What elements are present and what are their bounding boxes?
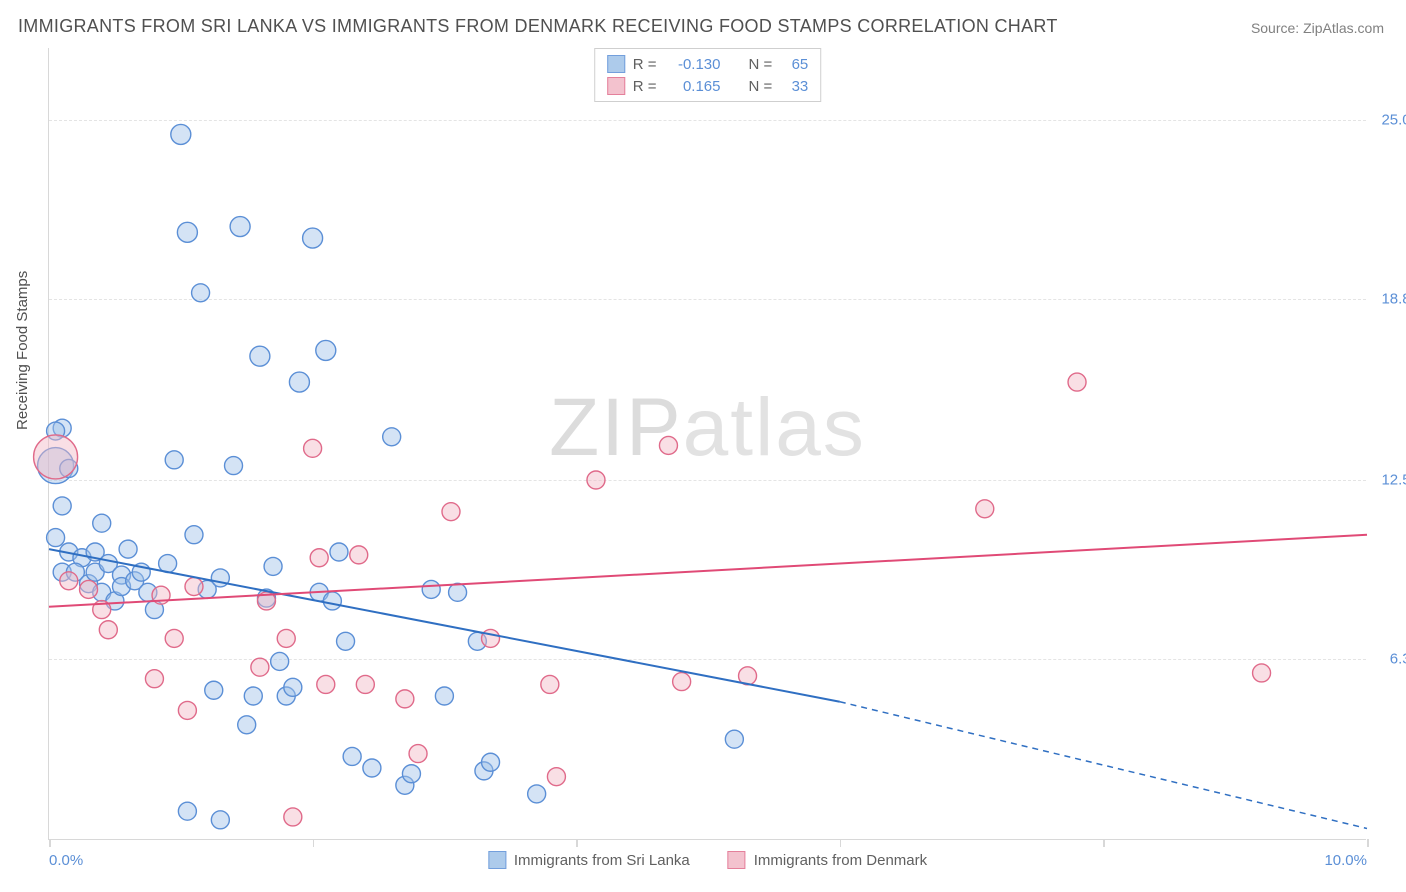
data-point bbox=[145, 670, 163, 688]
data-point bbox=[264, 557, 282, 575]
data-point bbox=[60, 572, 78, 590]
r-label: R = bbox=[633, 56, 657, 73]
legend-item-sri-lanka: Immigrants from Sri Lanka bbox=[488, 851, 690, 869]
y-axis-label: Receiving Food Stamps bbox=[14, 271, 31, 430]
data-point bbox=[337, 632, 355, 650]
data-point bbox=[119, 540, 137, 558]
data-point bbox=[244, 687, 262, 705]
data-point bbox=[211, 811, 229, 829]
data-point bbox=[251, 658, 269, 676]
scatter-plot-svg bbox=[49, 48, 1366, 839]
data-point bbox=[171, 124, 191, 144]
legend-label-denmark: Immigrants from Denmark bbox=[754, 852, 927, 869]
data-point bbox=[541, 675, 559, 693]
data-point bbox=[93, 514, 111, 532]
data-point bbox=[178, 802, 196, 820]
swatch-sri-lanka bbox=[488, 851, 506, 869]
data-point bbox=[178, 701, 196, 719]
swatch-denmark bbox=[728, 851, 746, 869]
data-point bbox=[442, 503, 460, 521]
swatch-sri-lanka bbox=[607, 55, 625, 73]
n-label: N = bbox=[749, 78, 773, 95]
data-point bbox=[304, 439, 322, 457]
data-point bbox=[316, 340, 336, 360]
data-point bbox=[225, 457, 243, 475]
r-value-denmark: 0.165 bbox=[665, 78, 721, 95]
plot-area: ZIPatlas 6.3%12.5%18.8%25.0% 0.0%10.0% R… bbox=[48, 48, 1366, 840]
data-point bbox=[238, 716, 256, 734]
data-point bbox=[80, 580, 98, 598]
legend-label-sri-lanka: Immigrants from Sri Lanka bbox=[514, 852, 690, 869]
data-point bbox=[47, 529, 65, 547]
data-point bbox=[396, 690, 414, 708]
data-point bbox=[356, 675, 374, 693]
data-point bbox=[1253, 664, 1271, 682]
source-attribution: Source: ZipAtlas.com bbox=[1251, 20, 1384, 36]
data-point bbox=[659, 436, 677, 454]
data-point bbox=[673, 673, 691, 691]
data-point bbox=[363, 759, 381, 777]
data-point bbox=[250, 346, 270, 366]
y-tick-label: 25.0% bbox=[1381, 112, 1406, 129]
data-point bbox=[277, 629, 295, 647]
correlation-legend: R = -0.130 N = 65 R = 0.165 N = 33 bbox=[594, 48, 822, 102]
data-point bbox=[317, 675, 335, 693]
data-point bbox=[185, 578, 203, 596]
data-point bbox=[449, 583, 467, 601]
legend-item-denmark: Immigrants from Denmark bbox=[728, 851, 927, 869]
data-point bbox=[422, 580, 440, 598]
data-point bbox=[482, 753, 500, 771]
data-point bbox=[289, 372, 309, 392]
x-tick-label: 0.0% bbox=[49, 852, 83, 869]
y-tick-label: 6.3% bbox=[1390, 650, 1406, 667]
n-value-sri-lanka: 65 bbox=[780, 56, 808, 73]
data-point bbox=[409, 745, 427, 763]
trend-line-extrapolated bbox=[840, 702, 1367, 829]
chart-title: IMMIGRANTS FROM SRI LANKA VS IMMIGRANTS … bbox=[18, 16, 1058, 37]
data-point bbox=[587, 471, 605, 489]
series-legend: Immigrants from Sri Lanka Immigrants fro… bbox=[488, 851, 927, 869]
data-point bbox=[192, 284, 210, 302]
r-value-sri-lanka: -0.130 bbox=[665, 56, 721, 73]
n-value-denmark: 33 bbox=[780, 78, 808, 95]
legend-row-denmark: R = 0.165 N = 33 bbox=[607, 75, 809, 97]
data-point bbox=[271, 652, 289, 670]
data-point bbox=[284, 678, 302, 696]
data-point bbox=[435, 687, 453, 705]
trend-line bbox=[49, 535, 1367, 607]
data-point bbox=[482, 629, 500, 647]
swatch-denmark bbox=[607, 77, 625, 95]
data-point bbox=[165, 451, 183, 469]
legend-row-sri-lanka: R = -0.130 N = 65 bbox=[607, 53, 809, 75]
data-point bbox=[177, 222, 197, 242]
data-point bbox=[402, 765, 420, 783]
data-point bbox=[205, 681, 223, 699]
data-point bbox=[1068, 373, 1086, 391]
data-point bbox=[330, 543, 348, 561]
data-point bbox=[284, 808, 302, 826]
y-tick-label: 12.5% bbox=[1381, 472, 1406, 489]
data-point bbox=[53, 497, 71, 515]
trend-line bbox=[49, 549, 840, 702]
data-point bbox=[165, 629, 183, 647]
data-point bbox=[528, 785, 546, 803]
data-point bbox=[230, 217, 250, 237]
data-point bbox=[547, 768, 565, 786]
data-point bbox=[34, 435, 78, 479]
x-tick-label: 10.0% bbox=[1324, 852, 1367, 869]
data-point bbox=[350, 546, 368, 564]
data-point bbox=[383, 428, 401, 446]
data-point bbox=[976, 500, 994, 518]
data-point bbox=[185, 526, 203, 544]
data-point bbox=[303, 228, 323, 248]
r-label: R = bbox=[633, 78, 657, 95]
data-point bbox=[323, 592, 341, 610]
data-point bbox=[99, 621, 117, 639]
n-label: N = bbox=[749, 56, 773, 73]
data-point bbox=[310, 549, 328, 567]
data-point bbox=[725, 730, 743, 748]
y-tick-label: 18.8% bbox=[1381, 290, 1406, 307]
data-point bbox=[343, 747, 361, 765]
